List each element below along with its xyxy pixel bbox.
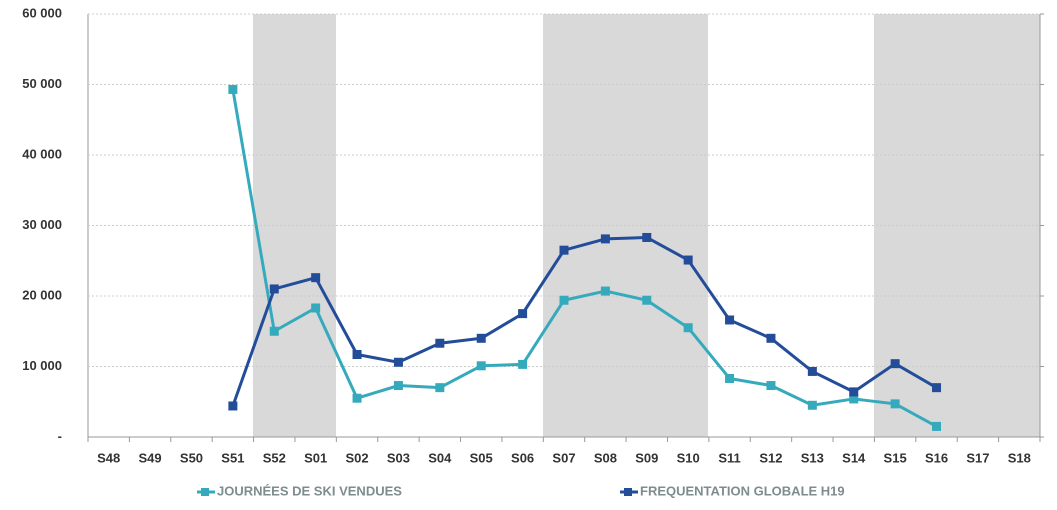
x-tick-label: S10 [677,450,700,465]
point [269,284,279,294]
x-tick-label: S18 [1008,450,1031,465]
point [228,84,238,94]
y-tick-label: 50 000 [22,76,62,91]
point [683,255,693,265]
point [393,357,403,367]
point [725,373,735,383]
point [393,381,403,391]
point [311,303,321,313]
legend-label: JOURNÉES DE SKI VENDUES [217,483,402,498]
series-line [231,235,938,407]
y-tick-label: 30 000 [22,217,62,232]
point [683,323,693,333]
period-band [253,14,336,437]
point [766,381,776,391]
point [518,359,528,369]
point [642,295,652,305]
point [476,333,486,343]
point [559,245,569,255]
y-tick-label: 10 000 [22,358,62,373]
point [890,359,900,369]
point [807,400,817,410]
x-tick-label: S49 [139,450,162,465]
x-tick-label: S13 [801,450,824,465]
x-tick-label: S04 [428,450,452,465]
point [269,326,279,336]
point [849,394,859,404]
x-tick-label: S16 [925,450,948,465]
point [932,421,942,431]
point [766,333,776,343]
x-tick-label: S17 [966,450,989,465]
point [518,309,528,319]
x-tick-label: S08 [594,450,617,465]
legend-label: FREQUENTATION GLOBALE H19 [640,483,845,498]
point [352,393,362,403]
legend-marker [624,488,632,496]
x-tick-label: S48 [97,450,120,465]
x-tick-label: S12 [759,450,782,465]
point [725,315,735,325]
y-tick-label: 40 000 [22,146,62,161]
point [435,383,445,393]
x-tick-label: S07 [552,450,575,465]
x-tick-label: S06 [511,450,534,465]
point [476,361,486,371]
x-tick-label: S51 [221,450,244,465]
x-tick-label: S50 [180,450,203,465]
point [807,366,817,376]
point [932,383,942,393]
point [642,232,652,242]
x-tick-label: S11 [718,450,740,465]
x-tick-label: S15 [884,450,907,465]
x-tick-label: S09 [635,450,658,465]
point [600,286,610,296]
y-tick-label: 20 000 [22,287,62,302]
point [890,399,900,409]
x-tick-label: S02 [345,450,368,465]
point [435,338,445,348]
x-tick-label: S52 [263,450,286,465]
x-tick-label: S03 [387,450,410,465]
y-tick-label: 60 000 [22,5,62,20]
y-tick-label: - [58,428,62,443]
point [559,295,569,305]
point [228,401,238,411]
x-tick-label: S05 [470,450,493,465]
legend-marker [201,488,209,496]
point [849,387,859,397]
point [600,234,610,244]
point [352,350,362,360]
point [311,273,321,283]
x-tick-label: S01 [304,450,327,465]
x-tick-label: S14 [842,450,866,465]
series-line [231,89,938,428]
